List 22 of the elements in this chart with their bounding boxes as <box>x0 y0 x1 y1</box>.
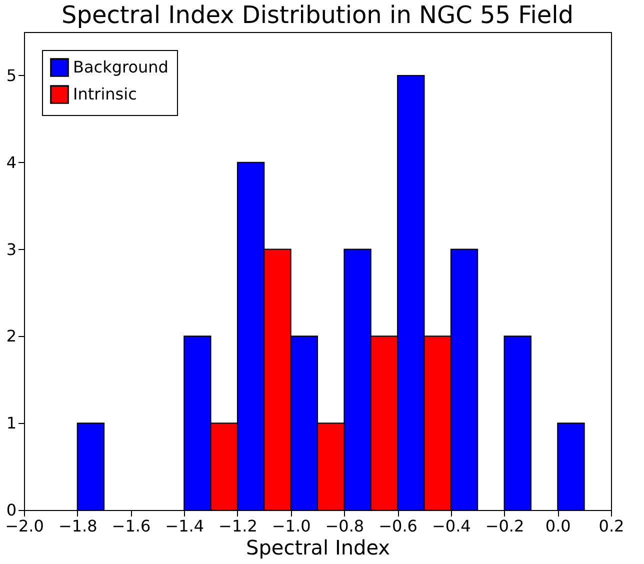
x-tick-label: −0.8 <box>325 516 364 536</box>
y-tick-label: 4 <box>6 152 16 172</box>
y-tick-label: 1 <box>6 414 16 433</box>
x-axis-title: Spectral Index <box>246 536 390 560</box>
legend-label: Intrinsic <box>73 84 137 104</box>
x-tick-label: 0.2 <box>598 516 624 536</box>
x-tick-label: −1.4 <box>165 516 204 536</box>
x-tick-label: −1.8 <box>58 516 98 536</box>
x-tick-label: −2.0 <box>5 516 44 536</box>
y-tick-label: 3 <box>6 240 16 259</box>
legend-label: Background <box>73 58 168 76</box>
x-tick-label: −1.6 <box>112 516 151 536</box>
y-tick-label: 5 <box>6 66 16 85</box>
x-tick-label: 0.0 <box>545 516 571 536</box>
x-tick-label: −1.2 <box>218 516 258 536</box>
x-tick-label: −0.2 <box>485 516 524 536</box>
x-tick-label: −0.6 <box>378 516 418 536</box>
x-tick-label: −1.0 <box>272 516 311 536</box>
y-tick-label: 0 <box>6 500 16 520</box>
y-tick-label: 2 <box>6 326 16 346</box>
chart-title: Spectral Index Distribution in NGC 55 Field <box>61 1 574 29</box>
x-tick-label: −0.4 <box>432 516 471 536</box>
